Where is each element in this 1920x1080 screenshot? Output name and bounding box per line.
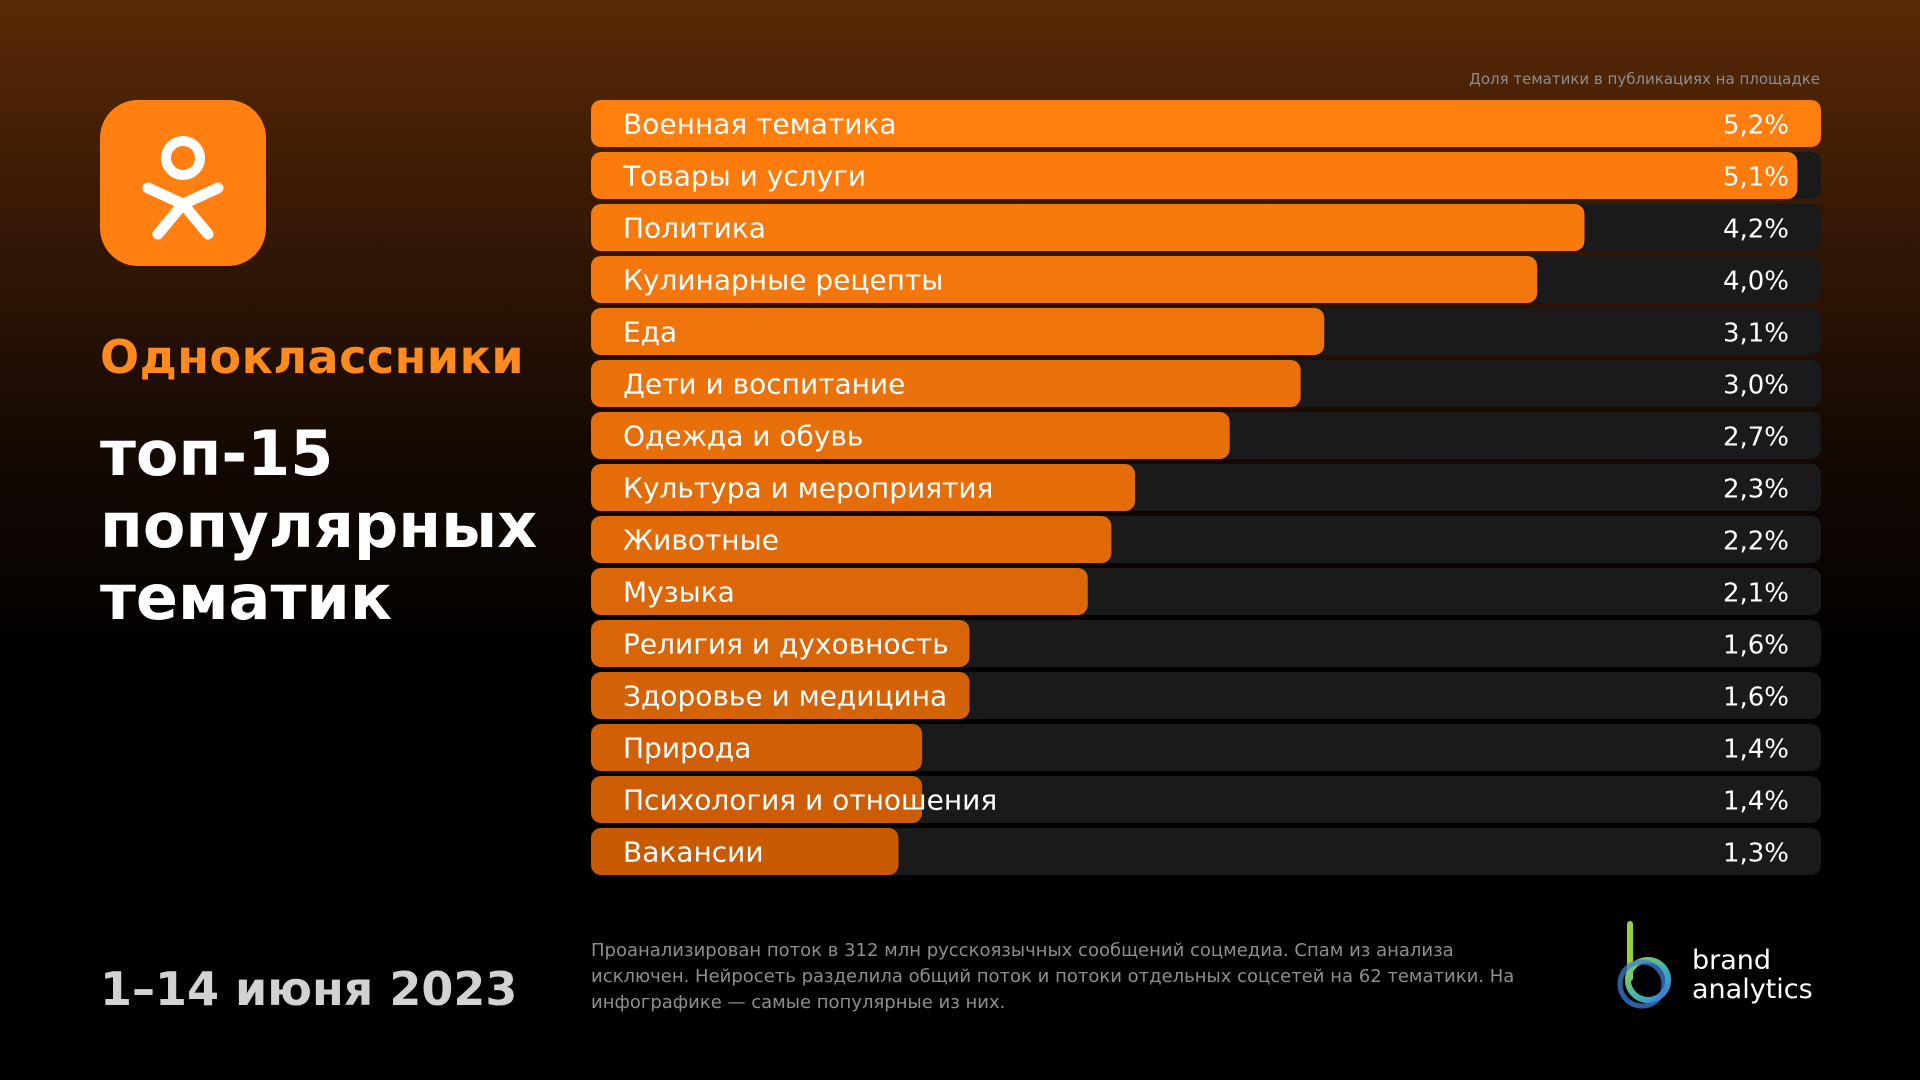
bar-value-label: 1,6% — [1723, 631, 1789, 661]
bar-chart: Военная тематика 5,2% Товары и услуги 5,1% П… — [591, 100, 1821, 875]
bar-value-label: 2,1% — [1723, 579, 1789, 609]
odnoklassniki-logo-icon — [100, 100, 266, 266]
vendor-name-line2: analytics — [1692, 974, 1813, 1005]
bar-category-label: Товары и услуги — [622, 160, 866, 193]
bar-category-label: Политика — [623, 212, 766, 245]
bar-value-label: 2,2% — [1723, 527, 1789, 557]
bar-value-label: 1,4% — [1723, 735, 1789, 765]
bar — [591, 100, 1821, 147]
chart-caption: Доля тематики в публикациях на площадке — [1469, 70, 1820, 88]
bar — [591, 412, 1230, 459]
bar-category-label: Культура и мероприятия — [623, 472, 993, 505]
bar-category-label: Природа — [623, 732, 751, 765]
bar — [591, 672, 970, 719]
bar-value-label: 1,3% — [1723, 839, 1789, 869]
bar-value-label: 2,3% — [1723, 475, 1789, 505]
bar — [591, 256, 1538, 303]
vendor-name-line1: brand — [1692, 945, 1772, 976]
bar-category-label: Одежда и обувь — [623, 420, 863, 453]
bar-value-label: 4,0% — [1723, 267, 1789, 297]
bar-category-label: Военная тематика — [623, 108, 896, 141]
bar-category-label: Кулинарные рецепты — [623, 264, 943, 297]
bar — [591, 828, 899, 875]
bar-value-label: 1,6% — [1723, 683, 1789, 713]
bar-category-label: Психология и отношения — [623, 784, 997, 817]
brand-analytics-logo-icon — [1617, 921, 1671, 1009]
page-title: топ-15 популярных тематик — [100, 417, 538, 634]
bar-value-label: 3,1% — [1723, 319, 1789, 349]
bar-category-label: Вакансии — [623, 836, 764, 869]
bar — [591, 516, 1112, 563]
bar-category-label: Здоровье и медицина — [623, 680, 947, 713]
footnote: Проанализирован поток в 312 млн русскояз… — [591, 940, 1515, 1013]
bar — [591, 568, 1088, 615]
bar — [591, 308, 1325, 355]
bar — [591, 152, 1798, 199]
bar-value-label: 2,7% — [1723, 423, 1789, 453]
bar — [591, 724, 923, 771]
date-range: 1–14 июня 2023 — [100, 962, 518, 1016]
bar-category-label: Животные — [623, 524, 779, 557]
bar — [591, 620, 970, 667]
platform-name: Одноклассники — [100, 330, 525, 384]
bar-value-label: 3,0% — [1723, 371, 1789, 401]
bar-value-label: 5,1% — [1723, 163, 1789, 193]
bar-value-label: 5,2% — [1723, 111, 1789, 141]
bar-value-label: 1,4% — [1723, 787, 1789, 817]
bar — [591, 204, 1585, 251]
brand-analytics-logo: brand analytics — [1610, 918, 1820, 1018]
bar-category-label: Религия и духовность — [623, 628, 949, 661]
bar-category-label: Дети и воспитание — [623, 368, 905, 401]
bar — [591, 776, 923, 823]
bar — [591, 464, 1136, 511]
bar-value-label: 4,2% — [1723, 215, 1789, 245]
bar — [591, 360, 1301, 407]
bar-category-label: Еда — [623, 316, 677, 349]
bar-category-label: Музыка — [623, 576, 735, 609]
